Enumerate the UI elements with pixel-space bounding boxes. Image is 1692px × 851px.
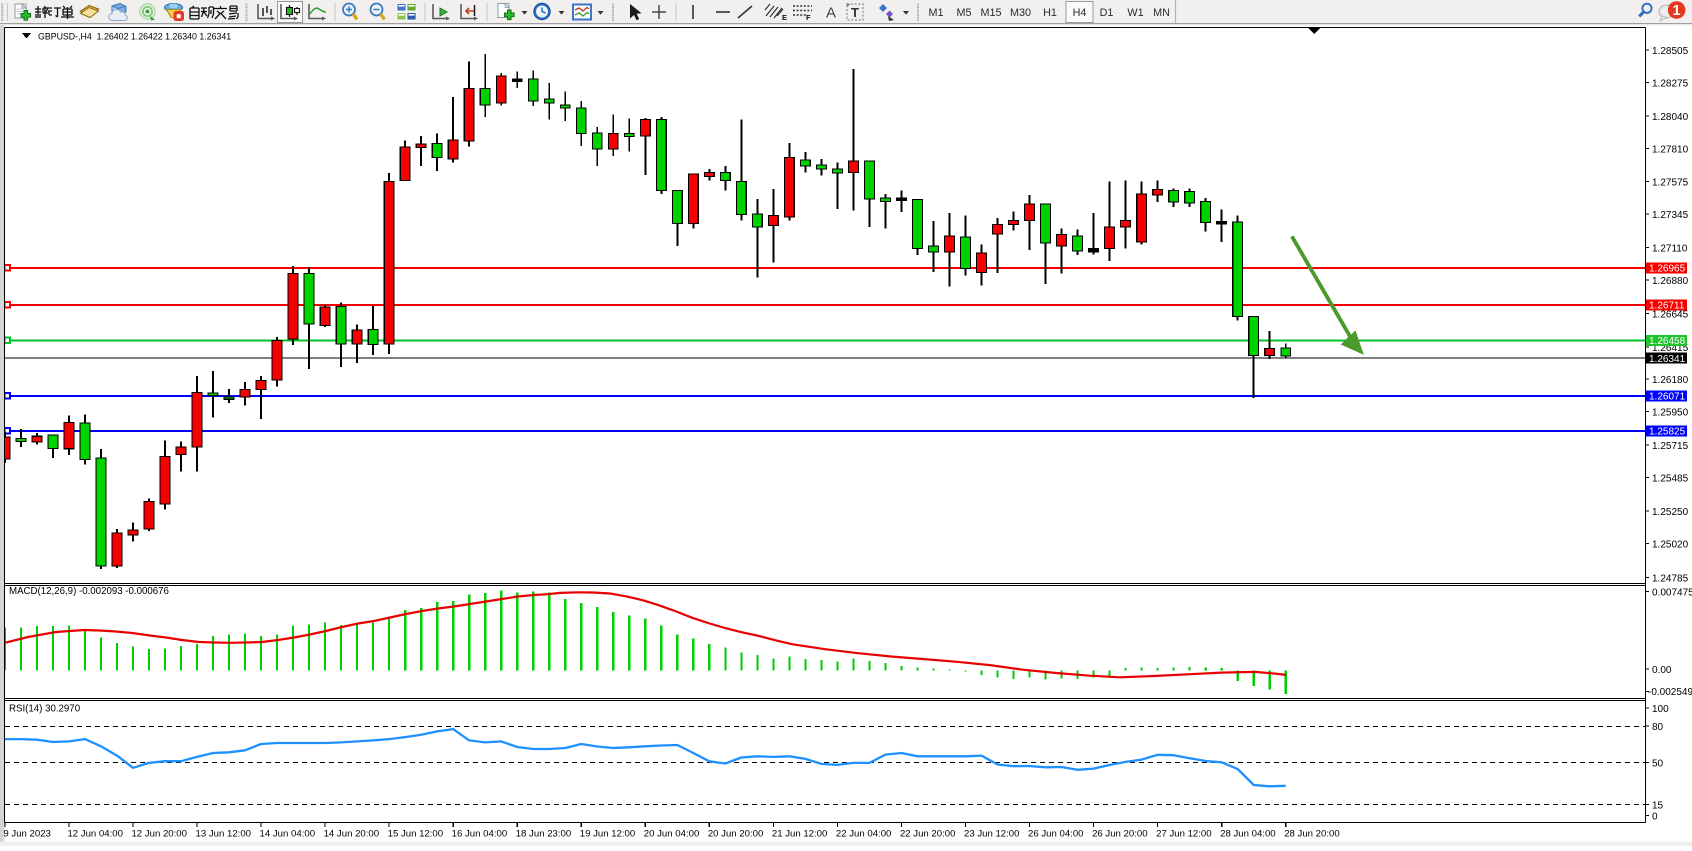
- svg-text:1.25950: 1.25950: [1652, 408, 1689, 419]
- svg-text:1.25825: 1.25825: [1649, 427, 1686, 438]
- svg-text:13 Jun 12:00: 13 Jun 12:00: [196, 829, 251, 840]
- svg-text:22 Jun 20:00: 22 Jun 20:00: [900, 829, 955, 840]
- svg-text:21 Jun 12:00: 21 Jun 12:00: [772, 829, 827, 840]
- svg-text:H1: H1: [1043, 7, 1057, 19]
- svg-text:26 Jun 20:00: 26 Jun 20:00: [1092, 829, 1147, 840]
- svg-text:50: 50: [1652, 759, 1664, 770]
- svg-text:16 Jun 04:00: 16 Jun 04:00: [452, 829, 507, 840]
- svg-text:15 Jun 12:00: 15 Jun 12:00: [388, 829, 443, 840]
- svg-text:1.28040: 1.28040: [1652, 112, 1689, 123]
- svg-text:1.26180: 1.26180: [1652, 375, 1689, 386]
- svg-text:RSI(14) 30.2970: RSI(14) 30.2970: [9, 704, 81, 715]
- svg-text:14 Jun 20:00: 14 Jun 20:00: [324, 829, 379, 840]
- svg-text:MN: MN: [1153, 7, 1170, 19]
- svg-text:1.26071: 1.26071: [1649, 392, 1686, 403]
- svg-text:20 Jun 20:00: 20 Jun 20:00: [708, 829, 763, 840]
- svg-text:1.27345: 1.27345: [1652, 210, 1689, 221]
- svg-text:E: E: [782, 13, 787, 22]
- svg-text:15: 15: [1652, 801, 1664, 812]
- svg-text:H4: H4: [1073, 7, 1087, 19]
- svg-text:F: F: [806, 13, 811, 22]
- svg-text:1.28275: 1.28275: [1652, 79, 1689, 90]
- svg-text:-0.002549: -0.002549: [1648, 687, 1692, 698]
- svg-text:1.28505: 1.28505: [1652, 46, 1689, 57]
- svg-text:0: 0: [1652, 812, 1658, 823]
- svg-text:1.26415: 1.26415: [1652, 343, 1689, 354]
- svg-text:14 Jun 04:00: 14 Jun 04:00: [260, 829, 315, 840]
- svg-text:20 Jun 04:00: 20 Jun 04:00: [644, 829, 699, 840]
- svg-text:1.27810: 1.27810: [1652, 144, 1689, 155]
- svg-text:22 Jun 04:00: 22 Jun 04:00: [836, 829, 891, 840]
- svg-text:1.26711: 1.26711: [1649, 301, 1685, 312]
- svg-text:1.26880: 1.26880: [1652, 276, 1689, 287]
- svg-text:1.26965: 1.26965: [1649, 264, 1686, 275]
- svg-text:M30: M30: [1010, 7, 1031, 19]
- svg-text:19 Jun 12:00: 19 Jun 12:00: [580, 829, 635, 840]
- svg-text:100: 100: [1652, 704, 1669, 715]
- svg-text:12 Jun 04:00: 12 Jun 04:00: [67, 829, 122, 840]
- svg-text:A: A: [826, 5, 836, 22]
- svg-text:26 Jun 04:00: 26 Jun 04:00: [1028, 829, 1083, 840]
- svg-text:28 Jun 20:00: 28 Jun 20:00: [1284, 829, 1339, 840]
- svg-text:27 Jun 12:00: 27 Jun 12:00: [1156, 829, 1211, 840]
- svg-text:1.25715: 1.25715: [1652, 441, 1689, 452]
- svg-text:1.26458: 1.26458: [1649, 336, 1686, 347]
- svg-text:T: T: [851, 5, 859, 20]
- svg-text:80: 80: [1652, 722, 1664, 733]
- svg-text:9 Jun 2023: 9 Jun 2023: [3, 829, 50, 840]
- svg-text:12 Jun 20:00: 12 Jun 20:00: [131, 829, 186, 840]
- svg-text:1.25485: 1.25485: [1652, 474, 1689, 485]
- svg-text:1.25020: 1.25020: [1652, 539, 1689, 550]
- svg-text:28 Jun 04:00: 28 Jun 04:00: [1220, 829, 1275, 840]
- svg-text:MACD(12,26,9) -0.002093 -0.000: MACD(12,26,9) -0.002093 -0.000676: [9, 586, 169, 597]
- svg-text:1.27110: 1.27110: [1652, 244, 1688, 255]
- svg-text:1.26645: 1.26645: [1652, 309, 1689, 320]
- svg-text:0.007475: 0.007475: [1652, 588, 1692, 599]
- svg-text:0.00: 0.00: [1652, 665, 1672, 676]
- svg-text:1.25250: 1.25250: [1652, 507, 1689, 518]
- svg-text:M15: M15: [980, 7, 1001, 19]
- svg-text:1.24785: 1.24785: [1652, 574, 1689, 585]
- svg-text:GBPUSD-,H4 1.26402 1.26422 1.: GBPUSD-,H4 1.26402 1.26422 1.26340 1.263…: [38, 32, 231, 42]
- svg-text:W1: W1: [1127, 7, 1143, 19]
- svg-text:M5: M5: [957, 7, 972, 19]
- svg-text:M1: M1: [929, 7, 944, 19]
- svg-text:1.26341: 1.26341: [1649, 354, 1686, 365]
- svg-text:1: 1: [1673, 3, 1681, 19]
- svg-text:1.27575: 1.27575: [1652, 178, 1689, 189]
- svg-text:D1: D1: [1100, 7, 1114, 19]
- svg-text:23 Jun 12:00: 23 Jun 12:00: [964, 829, 1019, 840]
- svg-text:18 Jun 23:00: 18 Jun 23:00: [516, 829, 571, 840]
